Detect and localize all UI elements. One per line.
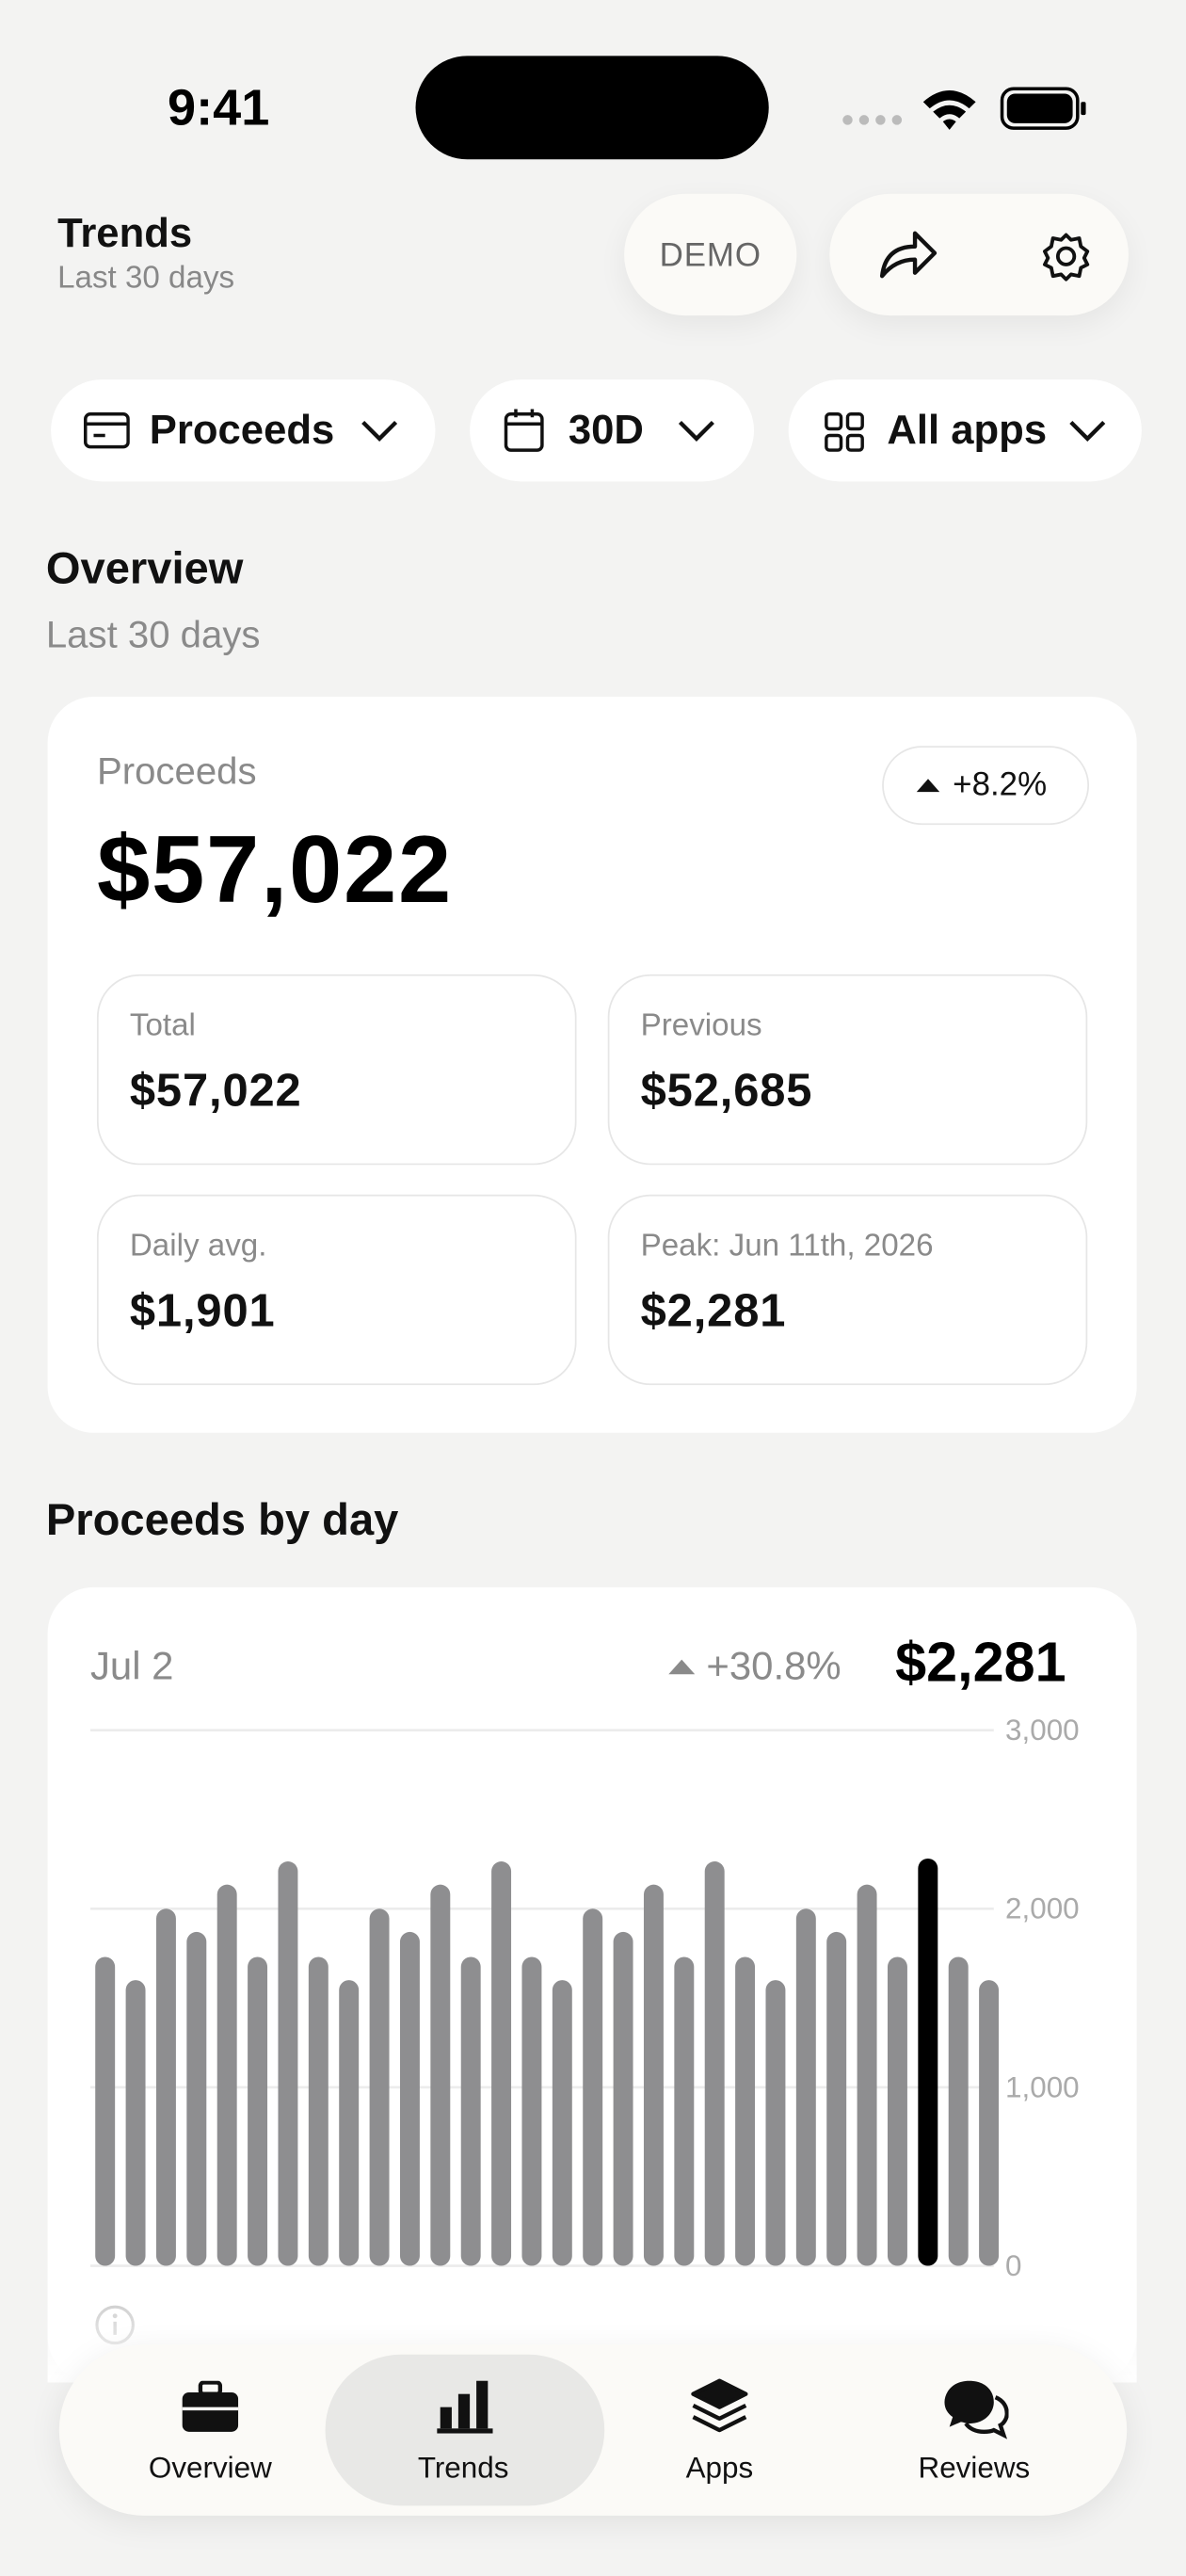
bar	[674, 1956, 695, 2266]
bar	[765, 1980, 786, 2266]
y-tick-label: 1,000	[1005, 2070, 1080, 2103]
bar	[216, 1884, 237, 2266]
metric-value: $57,022	[96, 816, 454, 924]
bar	[339, 1980, 360, 2266]
share-button[interactable]	[875, 227, 941, 282]
bar	[948, 1956, 969, 2266]
section-title: Proceeds by day	[45, 1495, 399, 1545]
header-title: Trends	[57, 210, 193, 257]
tab-icon	[944, 2380, 1009, 2439]
selected-value: $2,281	[895, 1631, 1066, 1695]
bar	[887, 1956, 907, 2266]
bar	[399, 1931, 420, 2266]
bar	[460, 1956, 481, 2266]
header-subtitle: Last 30 days	[57, 261, 235, 297]
bar	[248, 1956, 268, 2266]
stat-value: $1,901	[129, 1284, 276, 1336]
y-tick-label: 3,000	[1005, 1714, 1080, 1747]
grid-icon	[825, 412, 864, 452]
tab-label[interactable]: Reviews	[918, 2451, 1031, 2485]
stat-box: Previous $52,685	[607, 974, 1088, 1166]
stat-value: $57,022	[129, 1064, 302, 1116]
change-value: +8.2%	[953, 766, 1048, 804]
tab-label[interactable]: Apps	[685, 2451, 754, 2485]
stat-label: Previous	[640, 1008, 762, 1044]
tab-bar	[58, 2344, 1128, 2516]
bar	[643, 1884, 664, 2266]
selected-date: Jul 2	[89, 1644, 174, 1690]
actions-group	[829, 193, 1129, 316]
stat-box: Peak: Jun 11th, 2026 $2,281	[607, 1194, 1088, 1386]
stat-box: Total $57,022	[96, 974, 577, 1166]
filter-range[interactable]: 30D	[470, 379, 755, 482]
bar	[155, 1908, 176, 2266]
demo-label: DEMO	[659, 238, 761, 275]
stat-box: Daily avg. $1,901	[96, 1194, 577, 1386]
chevron	[678, 420, 714, 443]
bar	[583, 1908, 603, 2266]
stat-label: Peak: Jun 11th, 2026	[640, 1229, 934, 1264]
bar	[979, 1980, 1000, 2266]
stat-label: Daily avg.	[129, 1229, 267, 1264]
change-badge: +8.2%	[882, 746, 1090, 826]
bar	[613, 1931, 633, 2266]
calendar-icon	[504, 409, 544, 452]
up-triangle	[916, 779, 940, 793]
y-tick-label: 2,000	[1005, 1892, 1080, 1925]
section-subtitle: Last 30 days	[45, 612, 261, 656]
bar	[369, 1908, 390, 2266]
bar	[308, 1956, 329, 2266]
bar	[430, 1884, 451, 2266]
bar	[186, 1931, 207, 2266]
settings-button[interactable]	[1040, 230, 1093, 282]
bar	[125, 1980, 146, 2266]
bar	[521, 1956, 542, 2266]
overview-card: Proceeds +8.2% $57,022 Total $57,022 Prev…	[47, 696, 1137, 1433]
selected-change: +30.8%	[706, 1644, 841, 1690]
bar	[278, 1861, 298, 2266]
up-triangle	[668, 1659, 696, 1675]
status-icons	[842, 87, 1086, 130]
card-icon	[84, 412, 130, 449]
filter-metric[interactable]: Proceeds	[51, 379, 436, 482]
tab-icon	[691, 2378, 748, 2433]
tab-label[interactable]: Overview	[148, 2451, 272, 2485]
bar	[826, 1931, 847, 2266]
filter-label: All apps	[887, 407, 1048, 454]
chevron	[361, 420, 398, 443]
bar	[795, 1908, 816, 2266]
filter-apps[interactable]: All apps	[788, 379, 1142, 482]
bar	[857, 1884, 877, 2266]
demo-button[interactable]: DEMO	[624, 193, 797, 316]
tab-icon	[182, 2380, 239, 2432]
bar	[95, 1956, 116, 2266]
tab-label[interactable]: Trends	[417, 2451, 509, 2485]
tab-icon	[437, 2380, 493, 2434]
bar	[491, 1861, 512, 2266]
stat-value: $2,281	[640, 1284, 787, 1336]
filter-label: Proceeds	[149, 407, 335, 454]
section-title: Overview	[45, 543, 244, 593]
filter-label: 30D	[568, 407, 644, 454]
dynamic-island	[415, 56, 769, 160]
chevron	[1069, 420, 1106, 443]
bar	[735, 1956, 756, 2266]
stat-value: $52,685	[640, 1064, 813, 1116]
stat-label: Total	[129, 1008, 196, 1044]
bar	[552, 1980, 572, 2266]
status-time: 9:41	[168, 78, 270, 137]
bar	[704, 1861, 725, 2266]
metric-label: Proceeds	[96, 749, 257, 793]
bar	[918, 1858, 938, 2266]
